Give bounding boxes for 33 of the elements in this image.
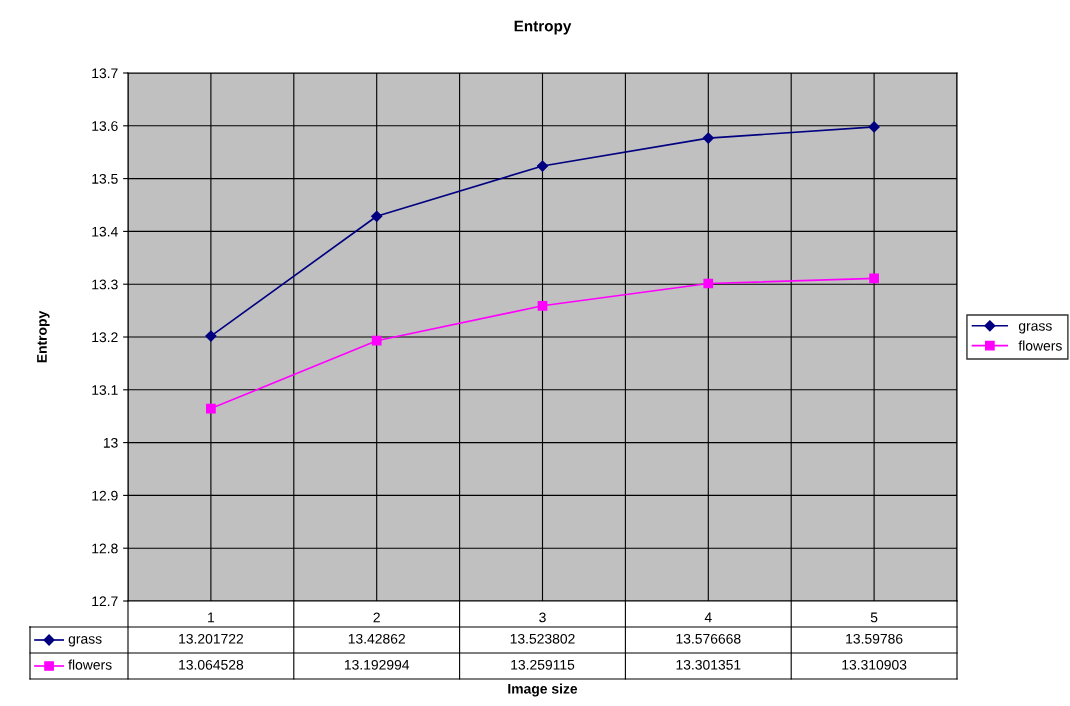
x-tick-label: 3: [539, 612, 546, 623]
y-tick-label: 13.5: [92, 173, 118, 184]
legend-label: grass: [1018, 323, 1052, 334]
y-axis-title: Entropy: [37, 310, 50, 363]
data-label: 13.576668: [676, 633, 741, 644]
data-label: 13.192994: [344, 659, 410, 670]
data-label: 13.201722: [179, 633, 244, 644]
y-tick-label: 13.1: [92, 385, 118, 395]
data-label: 13.42862: [348, 633, 405, 644]
x-tick-label: 1: [208, 612, 215, 623]
y-tick-label: 13.7: [92, 68, 118, 79]
x-tick-label: 5: [870, 612, 878, 623]
legend-label: flowers: [1018, 340, 1062, 351]
y-tick-label: 12.9: [92, 490, 118, 501]
y-tick-label: 13.6: [92, 121, 118, 131]
y-tick-label: 13.2: [92, 332, 118, 343]
x-tick-label: 2: [373, 612, 380, 623]
chart-title: Entropy: [514, 20, 572, 35]
data-label: 13.59786: [846, 633, 903, 644]
data-label: 13.523802: [510, 633, 575, 644]
x-axis-title: Image size: [508, 683, 578, 697]
data-label: 13.301351: [676, 659, 741, 670]
x-tick-label: 4: [704, 612, 712, 623]
data-label: 13.259115: [511, 659, 575, 670]
y-tick-label: 12.8: [92, 543, 118, 554]
data-label: 13.310903: [842, 659, 907, 670]
y-tick-label: 13: [103, 437, 118, 448]
text: flowers: [68, 659, 112, 670]
y-tick-label: 13.4: [92, 226, 118, 237]
text: grass: [68, 636, 102, 647]
data-label: 13.064528: [179, 659, 244, 670]
y-tick-label: 13.3: [92, 279, 118, 290]
y-tick-label: 12.7: [92, 596, 118, 607]
